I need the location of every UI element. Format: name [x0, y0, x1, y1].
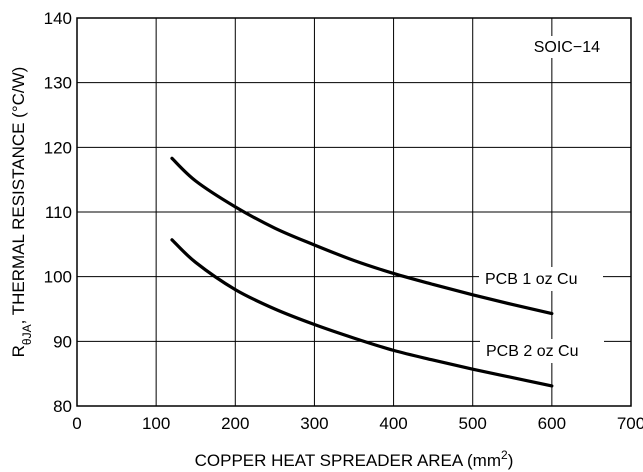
y-tick-label: 80: [53, 397, 72, 416]
series-line-2: [170, 238, 554, 388]
x-tick-label: 0: [72, 414, 81, 433]
y-tick-label: 100: [44, 268, 72, 287]
x-axis-label-superscript: 2: [501, 448, 508, 462]
plot-frame: [76, 17, 632, 407]
x-tick-label: 700: [617, 414, 643, 433]
y-axis-label: RθJA, THERMAL RESISTANCE (°C/W): [9, 67, 34, 358]
x-axis-label: COPPER HEAT SPREADER AREA (mm2): [195, 448, 514, 470]
y-tick-label: 140: [44, 9, 72, 28]
grid: [77, 18, 631, 406]
y-axis-label-subscript: θJA: [20, 324, 34, 345]
y-tick-label: 110: [45, 203, 72, 222]
x-tick-label: 100: [142, 414, 170, 433]
x-axis-label-text: COPPER HEAT SPREADER AREA (mm: [195, 451, 501, 470]
x-tick-label: 500: [459, 414, 487, 433]
series-1-label-background: [479, 267, 603, 291]
y-tick-label: 120: [44, 138, 72, 157]
series-1-label: PCB 1 oz Cu: [485, 271, 577, 288]
series-2-label-background: [480, 339, 604, 363]
x-axis-label-suffix: ): [508, 451, 514, 470]
y-tick-labels: 80 90 100 110 120 130 140: [44, 9, 72, 416]
annotation-label: SOIC−14: [534, 39, 600, 56]
annotation-background: [508, 36, 604, 58]
series-line-1: [170, 156, 554, 316]
y-tick-label: 130: [44, 74, 72, 93]
y-axis-label-symbol: R: [9, 345, 28, 357]
x-tick-label: 400: [379, 414, 407, 433]
x-tick-label: 600: [538, 414, 566, 433]
x-tick-labels: 0 100 200 300 400 500 600 700: [72, 414, 643, 433]
series-2-label: PCB 2 oz Cu: [486, 343, 578, 360]
x-tick-label: 300: [300, 414, 328, 433]
series-lines: [170, 156, 554, 388]
y-axis-label-text: , THERMAL RESISTANCE (°C/W): [9, 67, 28, 325]
y-tick-label: 90: [53, 332, 72, 351]
x-tick-label: 200: [221, 414, 249, 433]
